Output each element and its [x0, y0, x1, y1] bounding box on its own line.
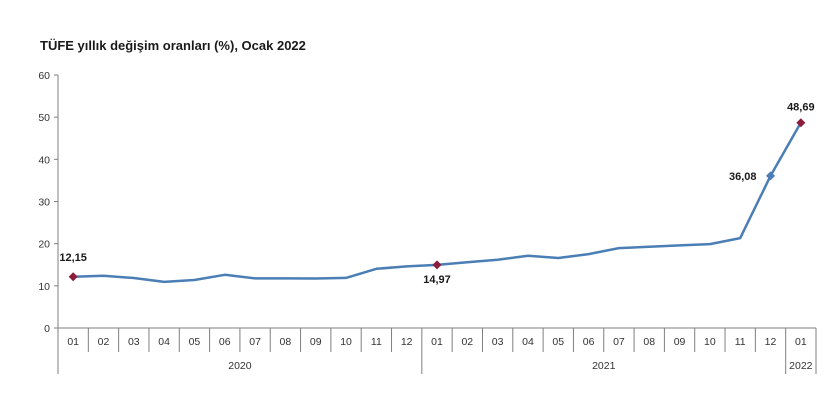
year-label: 2020: [228, 360, 252, 372]
y-tick-label: 60: [38, 70, 50, 82]
x-tick-label: 09: [310, 336, 322, 348]
chart-axes: [54, 74, 817, 374]
data-label: 36,08: [729, 171, 757, 183]
y-tick-label: 40: [38, 154, 50, 166]
x-tick-label: 08: [643, 336, 655, 348]
x-tick-label: 12: [765, 336, 777, 348]
year-label: 2022: [789, 360, 813, 372]
x-tick-label: 07: [249, 336, 261, 348]
x-tick-label: 05: [552, 336, 564, 348]
diamond-marker: [796, 118, 806, 128]
y-tick-label: 30: [38, 197, 50, 209]
data-label: 48,69: [787, 102, 815, 114]
x-tick-label: 03: [128, 336, 140, 348]
series-line: [73, 122, 802, 284]
x-tick-label: 08: [280, 336, 292, 348]
x-tick-label: 04: [522, 336, 534, 348]
y-tick-labels: 0 10 20 30 40 50 60: [38, 70, 50, 335]
x-tick-label: 11: [371, 336, 382, 348]
x-tick-label: 01: [67, 336, 79, 348]
x-tick-label: 05: [189, 336, 201, 348]
data-label: 12,15: [59, 252, 87, 264]
year-labels: 2020 2021 2022: [228, 360, 812, 372]
x-tick-label: 06: [583, 336, 595, 348]
diamond-marker: [68, 272, 78, 282]
x-tick-label: 10: [704, 336, 716, 348]
x-tick-label: 12: [401, 336, 413, 348]
x-tick-label: 04: [158, 336, 170, 348]
x-tick-label: 01: [431, 336, 443, 348]
x-tick-label: 03: [492, 336, 504, 348]
x-tick-label: 06: [219, 336, 231, 348]
x-tick-label: 01: [795, 336, 807, 348]
data-labels: 12,15 14,97 36,08 48,69: [59, 102, 814, 286]
diamond-marker: [766, 171, 776, 181]
chart-title: TÜFE yıllık değişim oranları (%), Ocak 2…: [40, 38, 306, 53]
x-tick-label: 07: [613, 336, 625, 348]
y-tick-label: 0: [44, 323, 50, 335]
y-tick-label: 20: [38, 239, 50, 251]
x-tick-label: 09: [674, 336, 686, 348]
y-tick-label: 10: [38, 281, 50, 293]
series-polyline: [73, 122, 802, 284]
x-tick-label: 11: [735, 336, 746, 348]
x-tick-labels: 01 02 03 04 05 06 07 08 09 10 11 12 01 02 03 04 05 06 07 08…: [67, 336, 807, 348]
data-markers: [68, 118, 806, 282]
x-tick-label: 02: [461, 336, 473, 348]
x-tick-label: 02: [98, 336, 110, 348]
y-tick-label: 50: [38, 112, 50, 124]
year-label: 2021: [592, 360, 616, 372]
data-label: 14,97: [423, 274, 451, 286]
diamond-marker: [432, 260, 442, 270]
x-tick-label: 10: [340, 336, 352, 348]
